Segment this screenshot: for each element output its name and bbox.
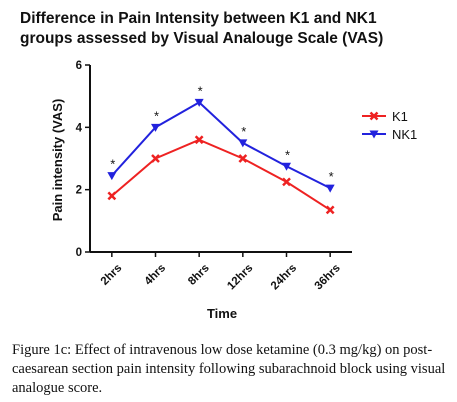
x-tick-label: 8hrs xyxy=(186,262,212,288)
chart-title-line-1: Difference in Pain Intensity between K1 … xyxy=(20,10,377,27)
x-icon xyxy=(325,205,335,215)
x-icon xyxy=(369,111,379,121)
triangle-down-icon xyxy=(107,172,117,181)
k1-marker xyxy=(369,111,379,121)
figure-caption-text: Effect of intravenous low dose ketamine … xyxy=(12,342,446,396)
x-tick-label: 4hrs xyxy=(142,262,168,288)
triangle-down-icon xyxy=(194,98,204,107)
y-tick-label: 0 xyxy=(76,247,82,259)
y-axis-label: Pain intensity (VAS) xyxy=(50,99,65,222)
figure-caption: Figure 1c: Effect of intravenous low dos… xyxy=(12,341,452,398)
x-tick-label: 24hrs xyxy=(269,262,299,292)
significance-star: * xyxy=(154,108,159,123)
triangle-down-icon xyxy=(238,139,248,148)
triangle-down-icon xyxy=(151,123,160,132)
x-tick-label: 36hrs xyxy=(313,262,343,292)
x-icon xyxy=(194,135,204,145)
significance-star: * xyxy=(198,83,203,98)
k1-marker xyxy=(194,135,204,145)
x-tick-label: 12hrs xyxy=(225,262,255,292)
significance-star: * xyxy=(110,157,115,172)
significance-star: * xyxy=(241,124,246,139)
x-icon xyxy=(238,154,248,163)
x-icon xyxy=(107,191,117,201)
legend-entry-label: NK1 xyxy=(392,127,417,142)
significance-star: * xyxy=(329,169,334,184)
x-axis-label: Time xyxy=(207,306,237,321)
k1-marker xyxy=(238,154,248,163)
series-layer: * * * * * * xyxy=(107,83,335,215)
k1-marker xyxy=(325,205,335,215)
series-line-nk1 xyxy=(111,101,331,190)
axes: 0 2 4 6 2hrs 4hrs 8hrs 12hrs 24hrs 36hrs xyxy=(76,60,352,292)
y-tick-label: 2 xyxy=(76,185,82,197)
k1-marker xyxy=(282,177,291,187)
k1-marker xyxy=(107,191,117,201)
triangle-down-icon xyxy=(282,162,291,171)
figure-caption-label: Figure 1c: xyxy=(12,342,72,358)
triangle-down-icon xyxy=(325,184,335,193)
y-tick-label: 6 xyxy=(76,60,82,72)
chart-title-line-2: groups assessed by Visual Analouge Scale… xyxy=(20,30,383,47)
significance-star: * xyxy=(285,147,290,162)
legend-entry-label: K1 xyxy=(392,109,408,124)
k1-marker xyxy=(151,154,160,163)
x-icon xyxy=(282,177,291,187)
series-line-k1 xyxy=(111,138,331,211)
x-icon xyxy=(151,154,160,163)
y-tick-label: 4 xyxy=(76,122,83,134)
triangle-down-icon xyxy=(369,130,379,139)
line-chart: Difference in Pain Intensity between K1 … xyxy=(20,10,417,321)
x-tick-label: 2hrs xyxy=(99,262,125,288)
